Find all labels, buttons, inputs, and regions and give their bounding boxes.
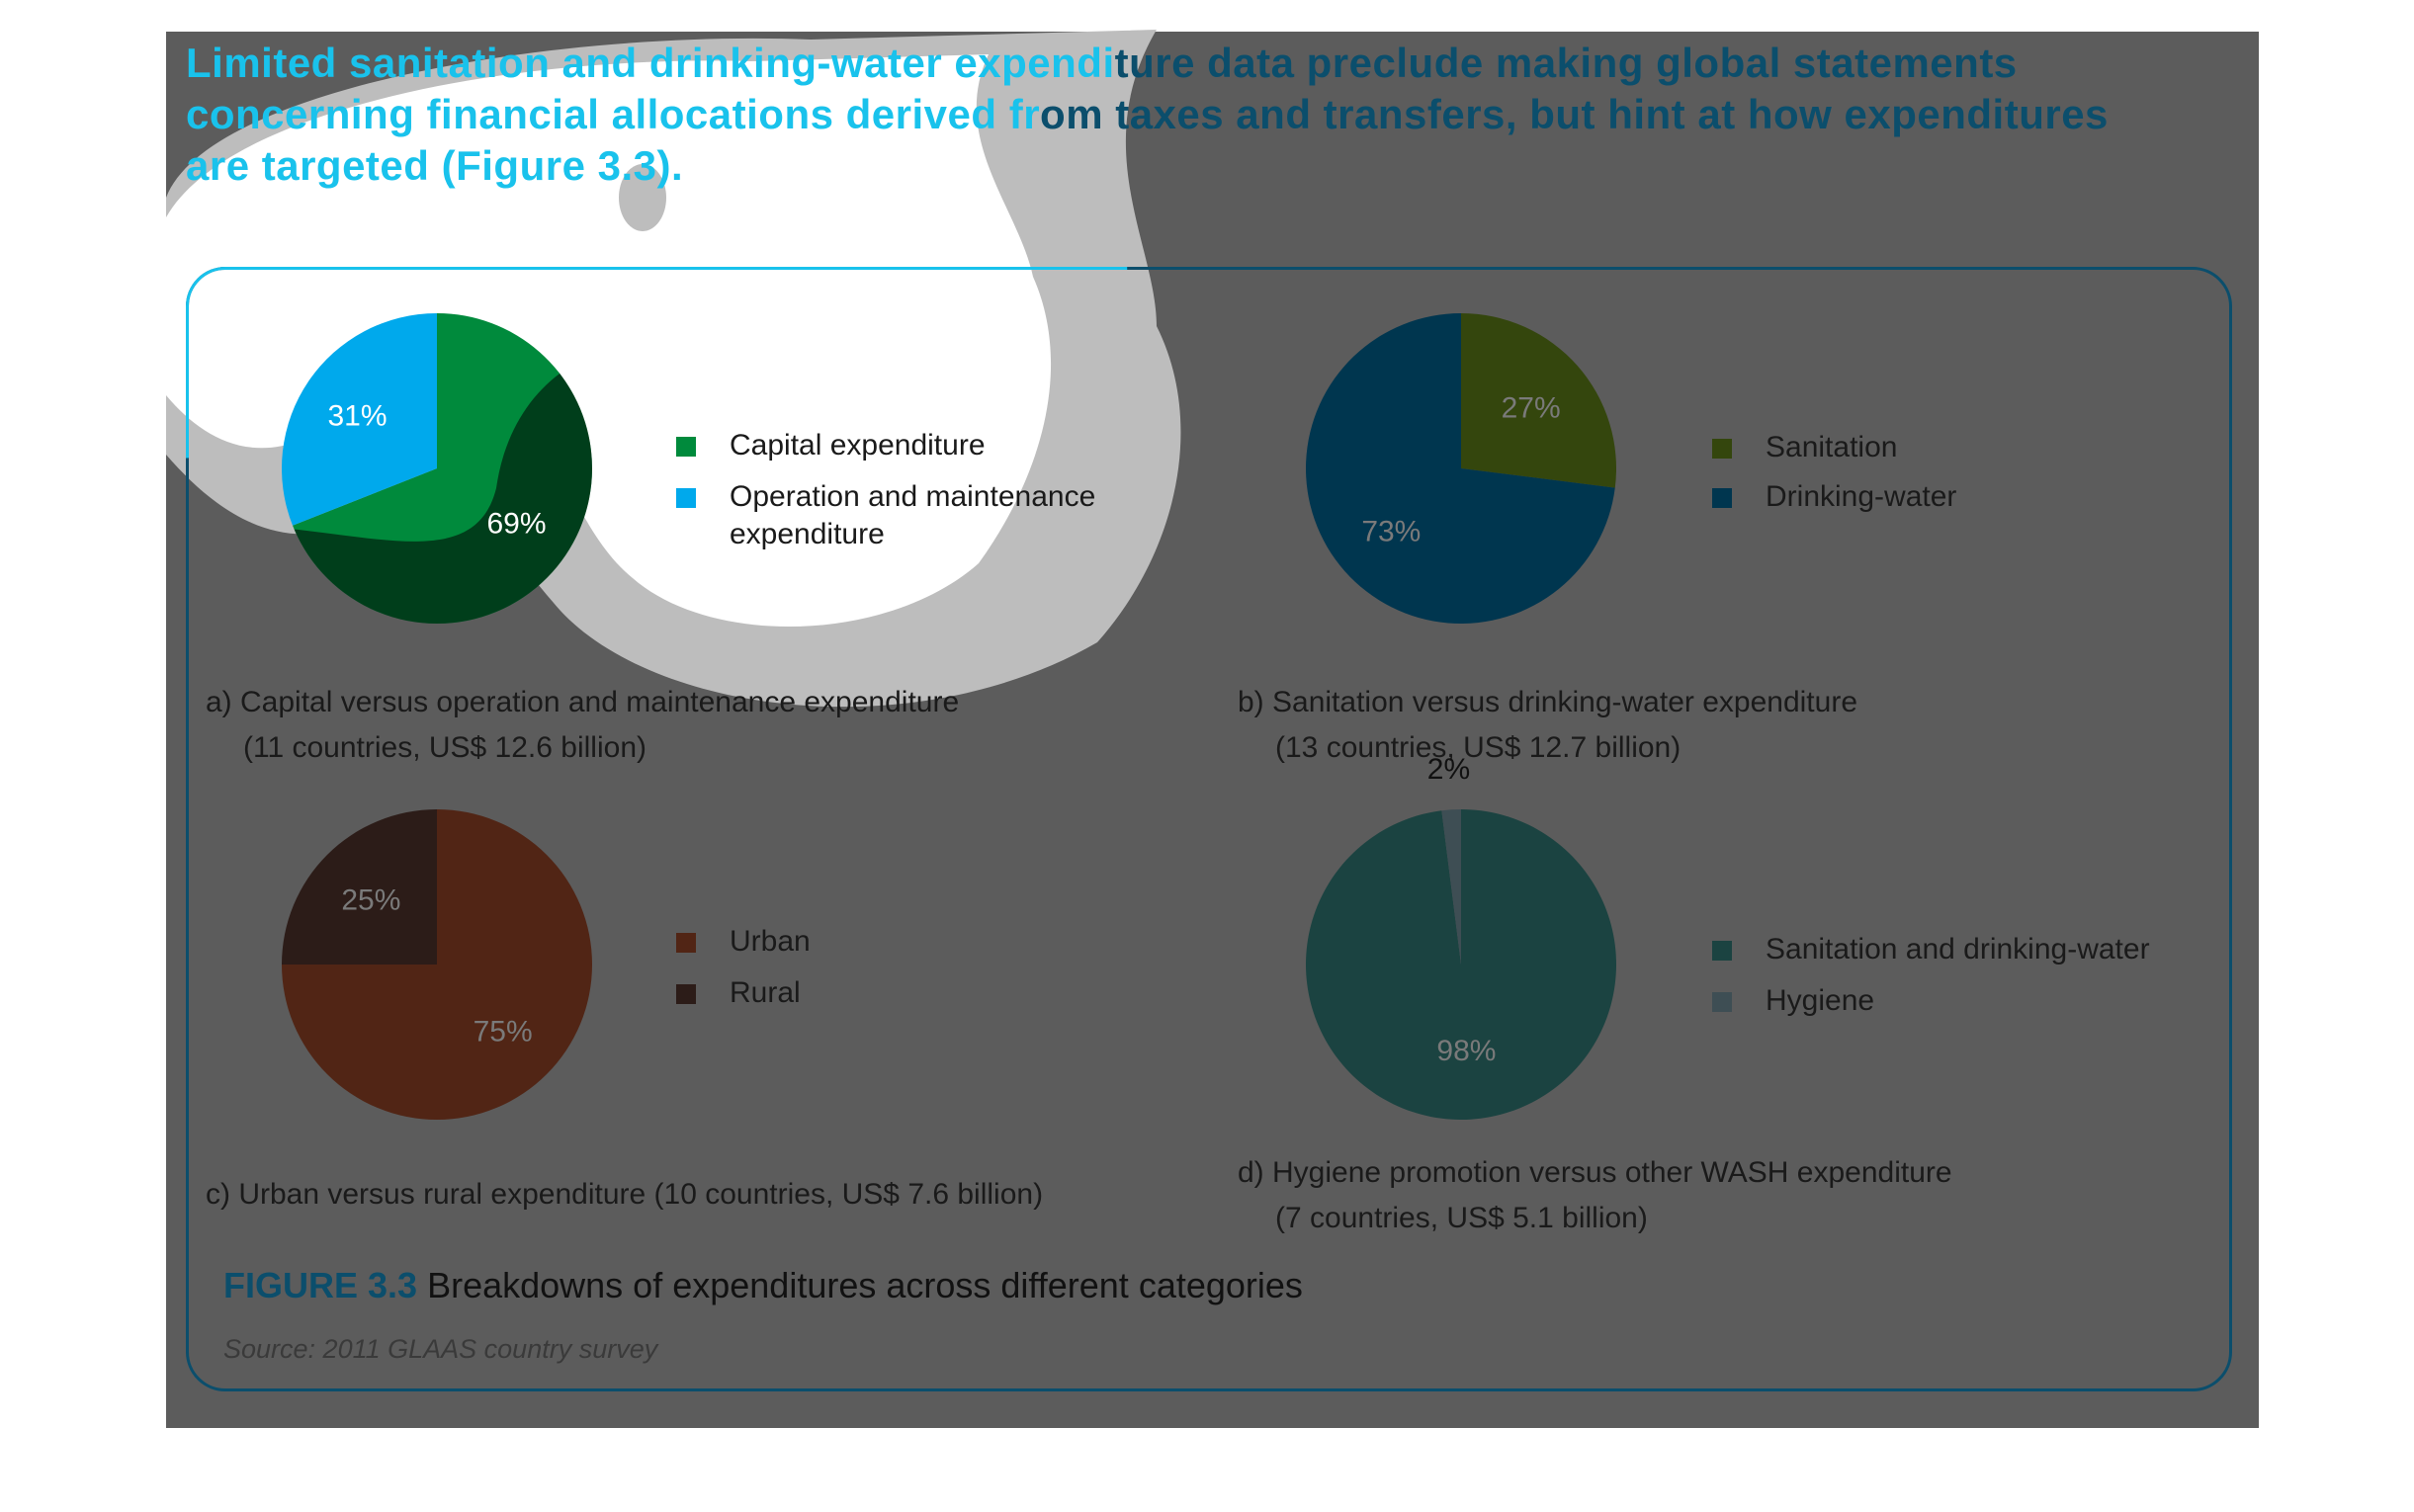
figure-source: Source: 2011 GLAAS country survey: [223, 1334, 658, 1364]
caption-b-line2: (13 countries, US$ 12.7 billion): [1275, 731, 1681, 764]
legend-label-hygiene: Hygiene: [1766, 984, 1875, 1017]
legend-swatch-drinking-water: [1712, 488, 1732, 508]
caption-b-line1: b) Sanitation versus drinking-water expe…: [1238, 686, 1857, 718]
legend-swatch-san-water: [1712, 941, 1732, 961]
caption-d-line2: (7 countries, US$ 5.1 billion): [1275, 1202, 1648, 1234]
caption-a: a) Capital versus operation and maintena…: [206, 680, 959, 771]
pie-chart-sanitation-vs-water: 27% 73%: [1306, 313, 1616, 624]
pie-b-label-1: 73%: [1361, 515, 1421, 547]
spotlight-core: [166, 54, 1052, 627]
legend-label-drinking-water: Drinking-water: [1766, 480, 1957, 513]
caption-b: b) Sanitation versus drinking-water expe…: [1238, 680, 1857, 771]
caption-c: c) Urban versus rural expenditure (10 co…: [206, 1172, 1043, 1218]
legend-swatch-om: [676, 488, 696, 508]
heading-line3: are targeted (Figure 3.3).: [186, 142, 684, 189]
pie-chart-urban-vs-rural: 75% 25%: [282, 809, 592, 1120]
pie-b-slice-1: [1306, 313, 1615, 624]
caption-c-line1: c) Urban versus rural expenditure (10 co…: [206, 1178, 1044, 1211]
pie-c-label-0: 75%: [474, 1016, 533, 1049]
pie-b-slice-0: [1461, 313, 1616, 488]
legend-label-capital: Capital expenditure: [730, 429, 986, 462]
legend-label-san-water: Sanitation and drinking-water: [1766, 933, 2150, 966]
pie-d-label-1: 2%: [1427, 753, 1470, 786]
legend-swatch-urban: [676, 933, 696, 953]
pie-c-slice-1: [282, 809, 437, 965]
pie-a-label-1: 31%: [327, 399, 387, 432]
heading-line1-dim: ture data preclude making global stateme…: [1114, 40, 2018, 86]
pie-c-label-1: 25%: [341, 883, 400, 916]
pie-b-label-0: 27%: [1502, 392, 1561, 425]
figure-frame-highlight: [186, 267, 1128, 459]
pie-a-dim-overlay: [282, 350, 592, 624]
legend-swatch-hygiene: [1712, 992, 1732, 1012]
pie-d-slice-1: [1441, 809, 1461, 965]
pie-a-slice-1: [282, 313, 437, 526]
legend-swatch-sanitation: [1712, 439, 1732, 459]
heading-paragraph: Limited sanitation and drinking-water ex…: [186, 38, 2222, 192]
caption-d: d) Hygiene promotion versus other WASH e…: [1238, 1150, 1952, 1241]
heading-line2-lit: concerning financial allocations derived…: [186, 91, 1041, 137]
pie-a-label-0: 69%: [486, 508, 546, 541]
legend-label-om: Operation and maintenance expenditure: [730, 480, 1096, 550]
figure-number: FIGURE 3.3: [223, 1265, 418, 1305]
figure-frame: [186, 267, 2232, 1391]
heading-line2-dim: om taxes and transfers, but hint at how …: [1040, 91, 2109, 137]
legend-label-sanitation: Sanitation: [1766, 431, 1898, 463]
legend-label-urban: Urban: [730, 925, 811, 958]
legend-label-rural: Rural: [730, 976, 801, 1009]
pie-d-label-0: 98%: [1436, 1035, 1496, 1067]
legend-swatch-rural: [676, 984, 696, 1004]
caption-d-line1: d) Hygiene promotion versus other WASH e…: [1238, 1156, 1952, 1189]
heading-line1-lit: Limited sanitation and drinking-water ex…: [186, 40, 1115, 86]
caption-a-line1: a) Capital versus operation and maintena…: [206, 686, 960, 718]
legend-swatch-capital: [676, 437, 696, 457]
spotlight-blob: [619, 164, 666, 231]
figure-title-text: Breakdowns of expenditures across differ…: [427, 1265, 1303, 1305]
figure-title: FIGURE 3.3 Breakdowns of expenditures ac…: [223, 1265, 1303, 1306]
pie-chart-capital-vs-om: 69% 31%: [282, 313, 592, 624]
caption-a-line2: (11 countries, US$ 12.6 billion): [243, 731, 647, 764]
pie-chart-hygiene-vs-wash: 98% 2%: [1306, 753, 1616, 1120]
